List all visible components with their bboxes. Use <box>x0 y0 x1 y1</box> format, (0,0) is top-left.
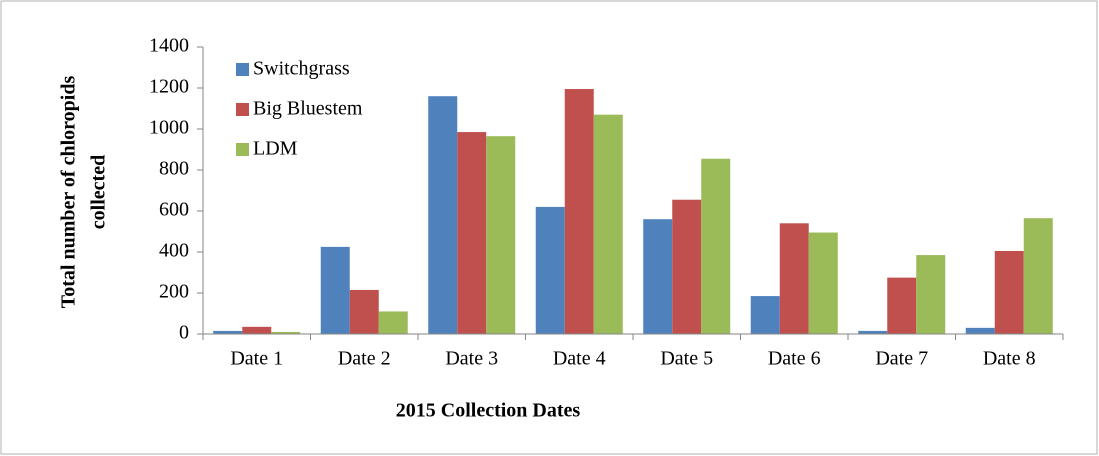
bar <box>750 296 780 334</box>
bar <box>242 326 272 334</box>
x-tick-label: Date 4 <box>553 348 606 370</box>
bar <box>858 330 888 334</box>
bar <box>535 206 565 334</box>
legend-label: Big Bluestem <box>253 98 363 120</box>
y-tick-label: 1200 <box>149 76 189 98</box>
y-tick-label: 800 <box>159 158 189 180</box>
bar <box>593 114 623 335</box>
y-tick-label: 0 <box>179 322 189 344</box>
y-tick-label: 600 <box>159 199 189 221</box>
legend-label: LDM <box>253 138 298 160</box>
bar <box>320 246 350 334</box>
x-axis-title: 2015 Collection Dates <box>396 400 581 422</box>
legend-swatch <box>236 143 249 156</box>
y-tick-label: 1000 <box>149 117 189 139</box>
bar <box>486 136 516 334</box>
bar <box>564 89 594 335</box>
bar <box>213 330 243 334</box>
legend-swatch <box>236 103 249 116</box>
legend-label: Switchgrass <box>253 58 350 80</box>
bar <box>1023 218 1053 334</box>
x-tick-label: Date 3 <box>445 348 498 370</box>
x-tick-label: Date 6 <box>768 348 821 370</box>
bar <box>428 96 458 334</box>
y-axis-title: collected <box>88 155 110 229</box>
y-tick-label: 200 <box>159 281 189 303</box>
y-tick-label: 1400 <box>149 35 189 57</box>
bar <box>378 311 408 334</box>
y-axis-title: Total number of chloropids <box>58 76 80 309</box>
bar <box>643 219 673 334</box>
bar <box>672 199 702 334</box>
bar <box>779 223 809 334</box>
x-tick-label: Date 5 <box>660 348 713 370</box>
bar <box>808 232 838 334</box>
bar <box>349 289 379 334</box>
bar <box>994 250 1024 334</box>
bar <box>916 255 946 334</box>
bar <box>457 132 487 334</box>
x-tick-label: Date 8 <box>983 348 1036 370</box>
bar <box>887 277 917 334</box>
bar <box>701 158 731 334</box>
y-tick-label: 400 <box>159 240 189 262</box>
x-tick-label: Date 2 <box>338 348 391 370</box>
bar <box>965 327 995 334</box>
bar <box>271 331 301 334</box>
x-tick-label: Date 7 <box>875 348 928 370</box>
legend-swatch <box>236 63 249 76</box>
x-tick-label: Date 1 <box>230 348 283 370</box>
